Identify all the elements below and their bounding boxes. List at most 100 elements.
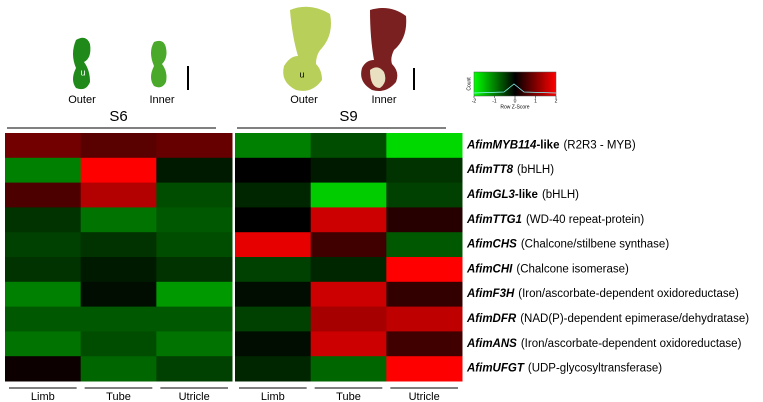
row-label: AfimUFGT (UDP-glycosyltransferase) — [466, 363, 662, 375]
heat-cell — [80, 281, 157, 308]
gene-name: AfimCHS — [466, 239, 517, 251]
key-ylabel: Count — [466, 77, 472, 91]
photo-s6-outer — [73, 37, 91, 90]
heat-cell — [310, 331, 387, 357]
key-tick-label: 0 — [514, 98, 517, 104]
heat-cell — [5, 232, 82, 258]
heat-cell — [386, 207, 463, 233]
heat-cell — [310, 306, 387, 332]
heat-cell — [5, 306, 82, 332]
row-label: AfimTT8 (bHLH) — [466, 164, 554, 176]
heat-cell — [156, 356, 233, 382]
heat-cell — [80, 232, 157, 258]
gene-description: (NAD(P)-dependent epimerase/dehydratase) — [520, 313, 749, 325]
heat-cell — [310, 281, 387, 308]
heat-cell — [235, 232, 312, 258]
heat-cell — [386, 133, 463, 159]
heat-cell — [386, 232, 463, 258]
gene-suffix: -like — [515, 189, 538, 201]
heat-cell — [156, 207, 233, 233]
photo-s9-inner — [361, 8, 407, 91]
gene-name: AfimTT8 — [466, 164, 514, 176]
gene-description: (R2R3 - MYB) — [563, 139, 635, 151]
key-tick-label: -1 — [492, 98, 497, 104]
row-label: AfimCHS (Chalcone/stilbene synthase) — [466, 239, 669, 251]
heat-cell — [310, 182, 387, 208]
heat-cell — [5, 133, 82, 159]
heat-cell — [235, 306, 312, 332]
heat-cell — [156, 281, 233, 308]
row-label: AfimANS (Iron/ascorbate-dependent oxidore… — [466, 338, 742, 350]
key-histogram — [473, 83, 557, 94]
row-label: AfimTTG1 (WD-40 repeat-protein) — [466, 214, 644, 226]
heat-cell — [156, 257, 233, 283]
heat-cell — [310, 157, 387, 184]
row-label: AfimGL3-like (bHLH) — [466, 189, 579, 201]
row-label: AfimCHI (Chalcone isomerase) — [466, 263, 629, 275]
heat-cell — [235, 356, 312, 382]
gene-description: (UDP-glycosyltransferase) — [528, 363, 662, 375]
gene-name: AfimCHI — [466, 263, 513, 275]
heat-cell — [80, 331, 157, 357]
heat-cell — [156, 331, 233, 357]
heat-cell — [386, 306, 463, 332]
gene-description: (Iron/ascorbate-dependent oxidoreductase… — [521, 338, 742, 350]
heat-cell — [310, 133, 387, 159]
heat-cell — [235, 182, 312, 208]
heat-cell — [310, 207, 387, 233]
heat-cell — [310, 356, 387, 382]
heat-cell — [80, 356, 157, 382]
heat-cell — [80, 133, 157, 159]
heat-cell — [386, 257, 463, 283]
key-xlabel: Row Z-Score — [500, 104, 529, 110]
column-label: Tube — [106, 391, 131, 402]
heat-cell — [5, 331, 82, 357]
gene-description: (WD-40 repeat-protein) — [526, 214, 644, 226]
heat-cell — [386, 182, 463, 208]
photo-label: Outer — [290, 94, 318, 106]
heat-cell — [5, 356, 82, 382]
heat-cell — [235, 281, 312, 308]
row-label: AfimMYB114-like (R2R3 - MYB) — [466, 139, 636, 151]
gene-description: (bHLH) — [517, 164, 554, 176]
heat-cell — [235, 257, 312, 283]
heat-cell — [235, 207, 312, 233]
gene-name: AfimF3H — [466, 288, 515, 300]
gene-description: (Chalcone isomerase) — [516, 263, 629, 275]
photo-marker: u — [80, 67, 85, 77]
heat-cell — [386, 331, 463, 357]
photo-label: Inner — [371, 94, 396, 106]
heat-cell — [156, 232, 233, 258]
group-label: S9 — [339, 108, 357, 125]
gene-description: (bHLH) — [542, 189, 579, 201]
row-label: AfimF3H (Iron/ascorbate-dependent oxidore… — [466, 288, 739, 300]
heat-cell — [80, 207, 157, 233]
column-label: Tube — [336, 391, 361, 402]
heat-cell — [156, 306, 233, 332]
gene-name: AfimGL3 — [466, 189, 516, 201]
heat-cell — [5, 182, 82, 208]
heat-cell — [310, 232, 387, 258]
column-label: Utricle — [179, 391, 210, 402]
group-label: S6 — [109, 108, 127, 125]
heat-cell — [310, 257, 387, 283]
gene-name: AfimTTG1 — [466, 214, 522, 226]
key-tick-label: 1 — [534, 98, 537, 104]
gene-name: AfimMYB114 — [466, 139, 537, 151]
photo-label: Inner — [149, 94, 174, 106]
column-label: Limb — [261, 391, 285, 402]
heat-cell — [156, 182, 233, 208]
gene-name: AfimUFGT — [466, 363, 525, 375]
heat-cell — [5, 257, 82, 283]
column-label: Utricle — [409, 391, 440, 402]
heat-cell — [5, 157, 82, 184]
heat-cell — [386, 281, 463, 308]
photo-s6-inner — [151, 40, 167, 88]
heat-cell — [80, 257, 157, 283]
gene-suffix: -like — [536, 139, 559, 151]
heat-cell — [235, 157, 312, 184]
heat-cell — [235, 331, 312, 357]
heat-cell — [80, 306, 157, 332]
heat-cell — [5, 207, 82, 233]
